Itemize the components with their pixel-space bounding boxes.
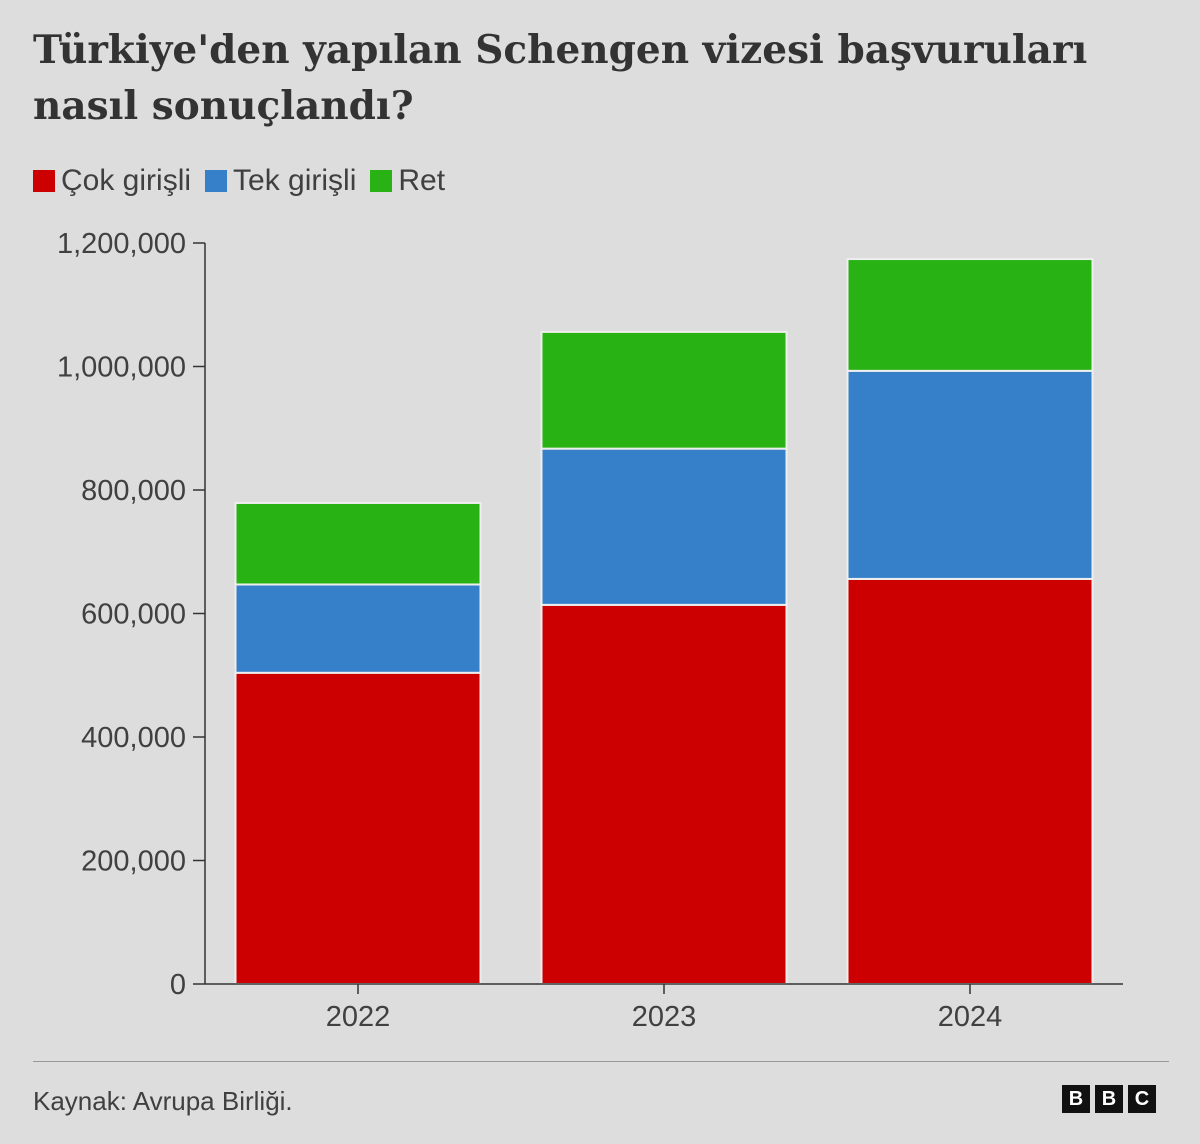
x-tick-label: 2024	[938, 1001, 1003, 1033]
legend-item-cok-girisli: Çok girişli	[33, 164, 191, 198]
logo-letter: B	[1095, 1085, 1123, 1113]
chart-title: Türkiye'den yapılan Schengen vizesi başv…	[33, 27, 1088, 129]
bar-segment	[540, 447, 788, 606]
bar-segment	[540, 330, 788, 450]
legend-item-tek-girisli: Tek girişli	[205, 164, 356, 198]
y-tick-label: 1,200,000	[57, 228, 186, 260]
footer-divider	[33, 1061, 1169, 1062]
bar-segment	[846, 577, 1094, 985]
bar-segment	[846, 369, 1094, 580]
legend-label: Çok girişli	[61, 164, 192, 197]
bar-segment	[234, 583, 482, 674]
y-tick-label: 400,000	[81, 722, 186, 754]
bar-segment	[234, 501, 482, 586]
y-tick-label: 600,000	[81, 599, 186, 631]
bar-segment	[846, 258, 1094, 372]
y-tick-label: 200,000	[81, 846, 186, 878]
source-note: Kaynak: Avrupa Birliği.	[33, 1086, 293, 1116]
legend-swatch	[370, 170, 393, 192]
y-tick-label: 0	[170, 969, 186, 1001]
bar-segment	[540, 603, 788, 985]
x-tick-label: 2023	[632, 1001, 697, 1033]
bar-segment	[234, 671, 482, 986]
legend-item-ret: Ret	[370, 164, 445, 198]
y-tick-label: 1,000,000	[57, 352, 186, 384]
x-tick-label: 2022	[326, 1001, 391, 1033]
legend-label: Ret	[398, 164, 446, 197]
legend: Çok girişli Tek girişli Ret	[33, 164, 445, 198]
legend-swatch	[205, 170, 228, 192]
logo-letter: B	[1062, 1085, 1090, 1113]
legend-swatch	[33, 170, 55, 192]
legend-label: Tek girişli	[233, 164, 357, 197]
logo-letter: C	[1128, 1085, 1156, 1113]
y-tick-label: 800,000	[81, 475, 186, 507]
